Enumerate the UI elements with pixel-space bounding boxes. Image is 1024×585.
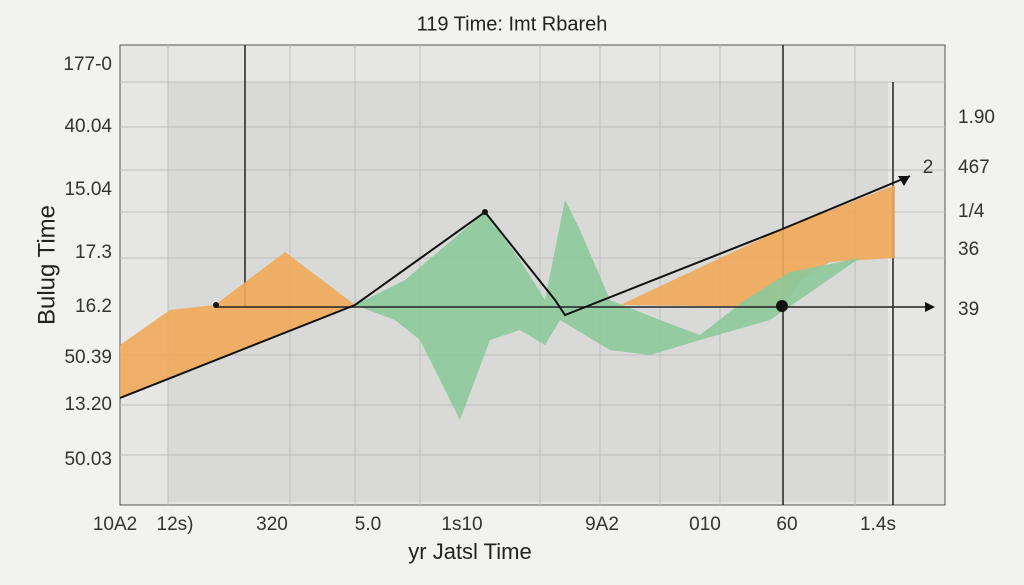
left-label: 16.2 [75,296,112,317]
left-label: 40.04 [64,116,112,137]
bottom-label: 5.0 [355,514,381,535]
x-axis-label: yr Jatsl Time [408,539,531,564]
right-labels: 1.90 467 1/4 36 39 [958,107,995,320]
bottom-label: 60 [776,514,797,535]
orange-area [120,252,355,398]
bottom-label: 1.4s [860,514,896,535]
point [776,300,788,312]
left-label: 50.39 [64,347,112,368]
right-label: 39 [958,299,979,320]
green-area [355,200,860,420]
y-axis-label: Bulug Time [33,205,60,325]
point [213,302,219,308]
left-label: 15.04 [64,179,112,200]
corner-label: 2 [923,157,934,178]
bottom-label: 9A2 [585,514,619,535]
right-label: 1/4 [958,201,985,222]
bottom-labels: 10A2 12s) 320 5.0 1s10 9A2 010 60 1.4s [93,514,896,535]
left-label: 17.3 [75,242,112,263]
left-label: 13.20 [64,394,112,415]
bottom-label: 10A2 [93,514,137,535]
bottom-label: 320 [256,514,288,535]
left-label: 177-0 [63,54,112,75]
bottom-label: 1s10 [441,514,482,535]
trend-line [119,175,911,399]
left-label: 50.03 [64,449,112,470]
right-label: 1.90 [958,107,995,128]
left-labels: 177-0 40.04 15.04 17.3 16.2 50.39 13.20 50.03 [63,54,112,470]
chart-title: 119 Time: Imt Rbareh [417,13,608,35]
orange-area [620,185,895,307]
bottom-label: 12s) [157,514,194,535]
right-label: 467 [958,157,990,178]
bottom-label: 010 [689,514,721,535]
right-label: 36 [958,239,979,260]
point [482,209,488,215]
